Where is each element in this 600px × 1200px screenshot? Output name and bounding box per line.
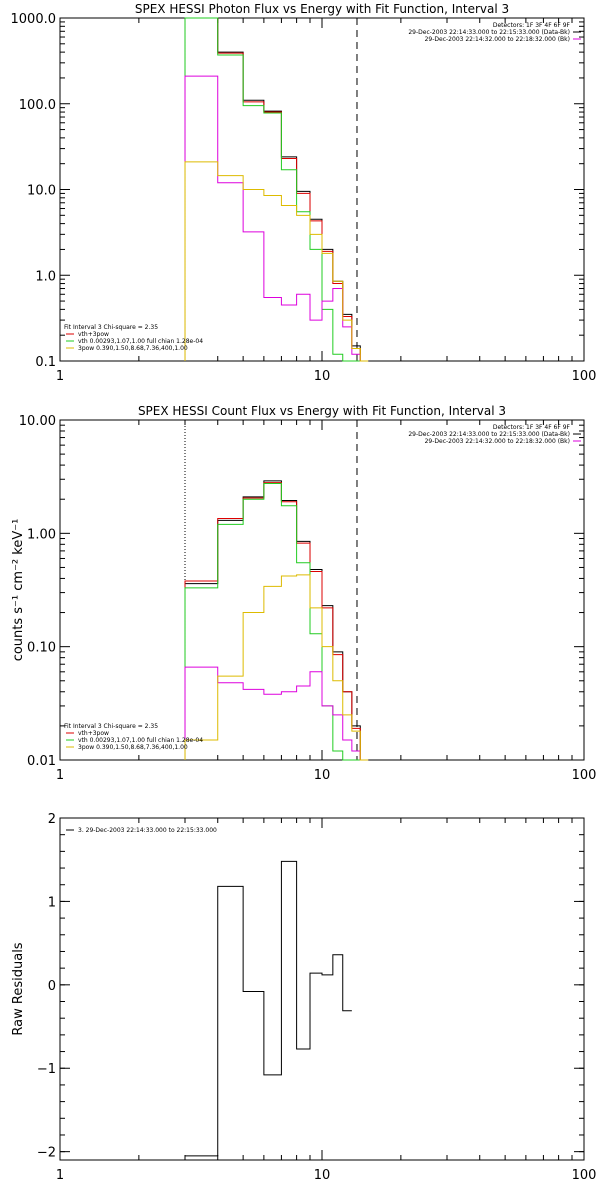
y-axis-label: Raw Residuals (11, 942, 26, 1035)
series-5-line (184, 574, 369, 761)
x-tick-label: 100 (572, 1168, 597, 1183)
y-tick-label: 0.10 (27, 641, 56, 656)
y-tick-label: 0.1 (35, 355, 56, 370)
legend-label: 3pow 0.390,1.50,8.68,7.36,400,1.00 (78, 744, 188, 751)
chart-title: SPEX HESSI Count Flux vs Energy with Fit… (138, 404, 506, 418)
info-text: 29-Dec-2003 22:14:33.000 to 22:15:33.000… (408, 431, 570, 438)
info-text: 29-Dec-2003 22:14:33.000 to 22:15:33.000… (408, 29, 570, 36)
y-axis-label: counts s⁻¹ cm⁻² keV⁻¹ (11, 519, 26, 662)
legend-label: vth+3pow (78, 730, 109, 737)
legend-label: vth+3pow (78, 331, 109, 338)
x-tick-label: 10 (314, 1168, 331, 1183)
legend-title: Fit Interval 3 Chi-square = 2.35 (64, 723, 158, 730)
legend-title: Fit Interval 3 Chi-square = 2.35 (64, 324, 158, 331)
legend-label: 3pow 0.390,1.50,8.68,7.36,400,1.00 (78, 345, 188, 352)
legend-label: vth 0.00293,1.07,1.00 full chian 1.28e-0… (78, 338, 203, 345)
legend-label: vth 0.00293,1.07,1.00 full chian 1.28e-0… (78, 737, 203, 744)
series-2-line (184, 482, 369, 761)
series-1-line (184, 17, 369, 362)
info-text: 29-Dec-2003 22:14:32.000 to 22:18:32.000… (425, 36, 570, 43)
y-tick-label: 10.0 (27, 184, 56, 199)
x-tick-label: 10 (314, 768, 331, 783)
y-tick-label: −1 (37, 1062, 56, 1077)
y-tick-label: 0 (48, 979, 56, 994)
chart-panel-1: SPEX HESSI Photon Flux vs Energy with Fi… (11, 2, 597, 384)
series-4-line (184, 666, 369, 761)
info-text: Detectors: 1F 3F 4F 6F 9F (493, 22, 571, 29)
x-tick-label: 1 (56, 369, 64, 384)
y-tick-label: 0.01 (27, 754, 56, 769)
axes-box (59, 817, 585, 1161)
y-tick-label: 1.00 (27, 527, 56, 542)
series-4-line (184, 75, 369, 362)
x-tick-label: 100 (572, 369, 597, 384)
y-tick-label: 1000.0 (11, 12, 57, 27)
x-tick-label: 100 (572, 768, 597, 783)
series-3-line (184, 483, 369, 761)
series-2-line (184, 17, 369, 362)
chart-title: SPEX HESSI Photon Flux vs Energy with Fi… (135, 2, 509, 16)
x-tick-label: 10 (314, 369, 331, 384)
legend-label: 3. 29-Dec-2003 22:14:33.000 to 22:15:33.… (78, 827, 217, 834)
y-tick-label: 1 (48, 895, 56, 910)
series-1-line (184, 480, 369, 761)
series-1-line (184, 860, 352, 1160)
series-5-line (184, 161, 369, 362)
y-tick-label: −2 (37, 1146, 56, 1161)
chart-panel-2: SPEX HESSI Count Flux vs Energy with Fit… (11, 404, 596, 783)
info-text: 29-Dec-2003 22:14:32.000 to 22:18:32.000… (425, 438, 570, 445)
y-tick-label: 1.0 (35, 269, 56, 284)
info-text: Detectors: 1F 3F 4F 6F 9F (493, 424, 571, 431)
x-tick-label: 1 (56, 1168, 64, 1183)
y-tick-label: 10.00 (19, 414, 56, 429)
y-tick-label: 2 (48, 812, 56, 827)
x-tick-label: 1 (56, 768, 64, 783)
series-3-line (184, 17, 369, 362)
y-tick-label: 100.0 (19, 98, 56, 113)
